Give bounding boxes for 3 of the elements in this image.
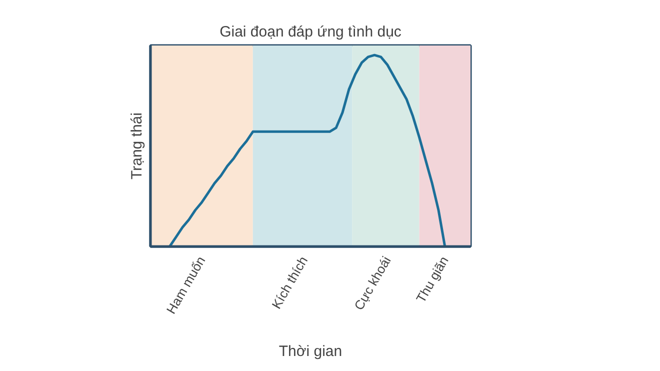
chart-title: Giai đoạn đáp ứng tình dục <box>220 24 402 40</box>
x-axis-title: Thời gian <box>278 343 342 360</box>
y-axis-title: Trạng thái <box>128 112 146 180</box>
